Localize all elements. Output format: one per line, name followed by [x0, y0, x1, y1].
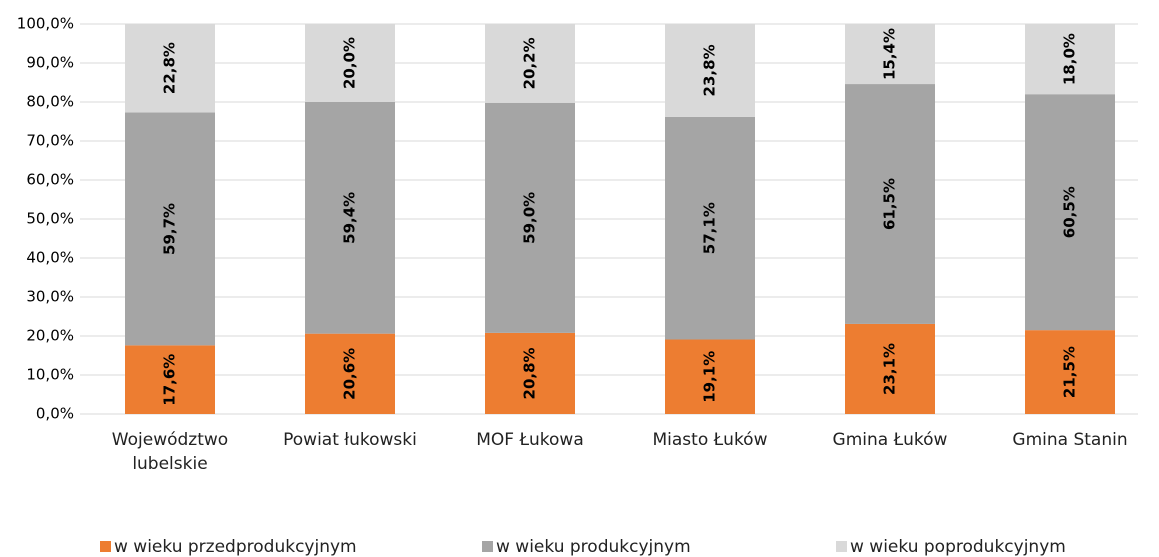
- bar-segment: [305, 333, 395, 414]
- legend-label: w wieku przedprodukcyjnym: [114, 537, 357, 557]
- legend-label: w wieku poprodukcyjnym: [850, 537, 1066, 557]
- legend-swatch: [100, 541, 111, 552]
- y-tick-label: 100,0%: [17, 15, 74, 33]
- bar-segment: [845, 84, 935, 324]
- data-label: 15,4%: [881, 28, 899, 80]
- bar-segment: [665, 24, 755, 117]
- data-label: 59,0%: [521, 192, 539, 244]
- data-label: 20,2%: [521, 37, 539, 89]
- data-label: 22,8%: [161, 42, 179, 94]
- data-label: 61,5%: [881, 178, 899, 230]
- data-label: 59,7%: [161, 203, 179, 255]
- y-tick-label: 90,0%: [26, 54, 74, 72]
- data-label: 57,1%: [701, 202, 719, 254]
- y-tick-label: 10,0%: [26, 366, 74, 384]
- bar-segment: [485, 102, 575, 333]
- x-tick-label: Miasto Łuków: [652, 430, 768, 450]
- bar-segment: [665, 339, 755, 414]
- data-label: 20,6%: [341, 348, 359, 400]
- legend-item: w wieku poprodukcyjnym: [836, 537, 1066, 557]
- y-tick-label: 50,0%: [26, 210, 74, 228]
- y-tick-label: 70,0%: [26, 132, 74, 150]
- x-tick-label: Gmina Stanin: [1012, 430, 1128, 450]
- y-tick-label: 30,0%: [26, 288, 74, 306]
- x-tick-label: Gmina Łuków: [832, 430, 948, 450]
- bar-segment: [1025, 24, 1115, 95]
- legend-item: w wieku przedprodukcyjnym: [100, 537, 357, 557]
- bar-segment: [305, 102, 395, 334]
- y-tick-label: 0,0%: [36, 405, 74, 423]
- x-tick-label: MOF Łukowa: [476, 430, 584, 450]
- bar-segment: [485, 332, 575, 414]
- bar-segment: [125, 23, 215, 113]
- data-label: 17,6%: [161, 354, 179, 406]
- y-tick-label: 60,0%: [26, 171, 74, 189]
- data-label: 19,1%: [701, 351, 719, 403]
- data-label: 20,0%: [341, 37, 359, 89]
- data-label: 23,8%: [701, 44, 719, 96]
- legend-item: w wieku produkcyjnym: [482, 537, 691, 557]
- bar-segment: [1025, 330, 1115, 414]
- data-label: 21,5%: [1061, 346, 1079, 398]
- bar-segment: [125, 345, 215, 414]
- bar-segment: [485, 24, 575, 103]
- y-tick-label: 40,0%: [26, 249, 74, 267]
- legend-label: w wieku produkcyjnym: [496, 537, 691, 557]
- x-tick-label: Powiat łukowski: [283, 430, 417, 450]
- legend-swatch: [836, 541, 847, 552]
- data-label: 59,4%: [341, 192, 359, 244]
- x-tick-label: Województwo lubelskie: [111, 430, 229, 474]
- data-label: 20,8%: [521, 347, 539, 399]
- data-label: 18,0%: [1061, 33, 1079, 85]
- bar-segment: [665, 116, 755, 340]
- bar-segment: [1025, 94, 1115, 331]
- legend-swatch: [482, 541, 493, 552]
- data-label: 60,5%: [1061, 186, 1079, 238]
- bar-segment: [845, 24, 935, 85]
- bar-segment: [125, 112, 215, 346]
- data-label: 23,1%: [881, 343, 899, 395]
- bar-segment: [305, 24, 395, 102]
- y-tick-label: 80,0%: [26, 93, 74, 111]
- bar-segment: [845, 323, 935, 414]
- y-tick-label: 20,0%: [26, 327, 74, 345]
